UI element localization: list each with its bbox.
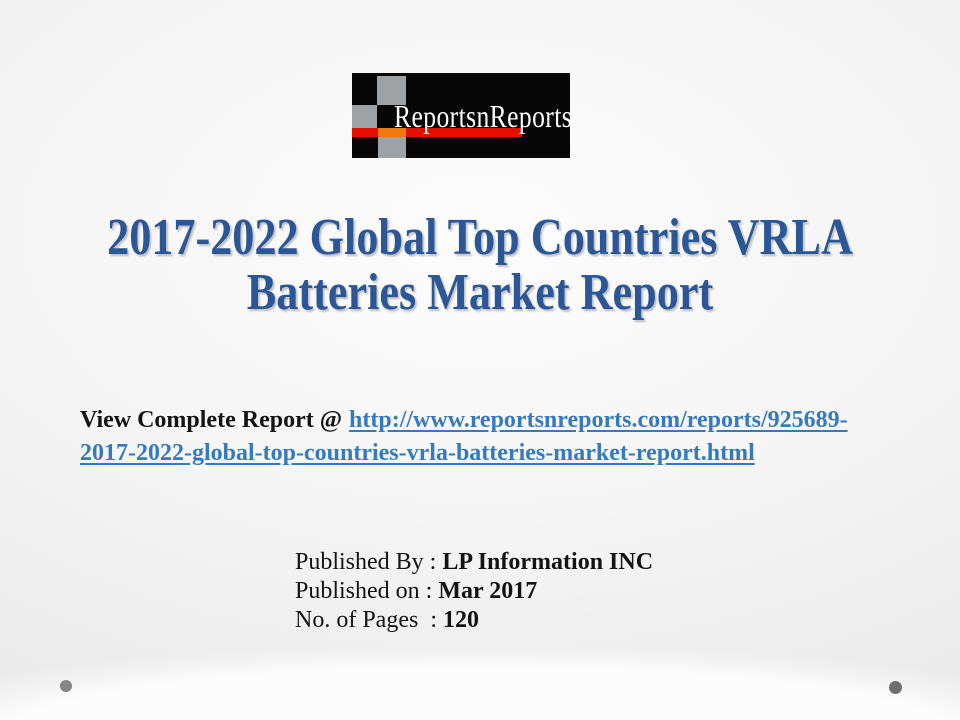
published-by-row: Published By : LP Information INC [295, 548, 653, 577]
logo-checker-square-bottom [378, 137, 406, 158]
slide-title-line1: 2017-2022 Global Top Countries VRLA [107, 209, 853, 266]
logo-red-stripe [352, 128, 522, 137]
report-link-paragraph: View Complete Report @ http://www.reports… [80, 404, 880, 470]
report-url-link[interactable]: http://www.reportsnreports.com/reports/9… [80, 407, 848, 466]
published-on-label: Published on : [295, 578, 439, 604]
published-on-value: Mar 2017 [438, 578, 538, 604]
logo-wordmark: ReportsnReports [394, 98, 573, 134]
pages-row: No. of Pages : 120 [295, 606, 653, 635]
logo-orange-stripe [378, 128, 406, 137]
slide-title-line2: Batteries Market Report [246, 264, 714, 321]
decorative-dot-right [889, 681, 902, 694]
published-on-row: Published on : Mar 2017 [295, 577, 653, 606]
logo-checker-square-top [377, 76, 406, 105]
report-url-line1[interactable]: http://www.reportsnreports.com/reports/9… [349, 407, 848, 433]
reportsnreports-logo: ReportsnReports [352, 73, 573, 158]
decorative-dot-left [60, 680, 72, 692]
pages-value: 120 [442, 607, 479, 633]
publication-info: Published By : LP Information INC Publis… [295, 548, 653, 635]
report-url-line2[interactable]: 2017-2022-global-top-countries-vrla-batt… [80, 440, 755, 466]
published-by-value: LP Information INC [442, 549, 654, 575]
published-by-label: Published By : [295, 549, 443, 575]
pages-label: No. of Pages : [295, 607, 443, 633]
logo-checker-square-middle [352, 105, 377, 128]
slide-title: 2017-2022 Global Top Countries VRLA Batte… [72, 210, 888, 320]
view-complete-report-label: View Complete Report @ [80, 407, 343, 433]
